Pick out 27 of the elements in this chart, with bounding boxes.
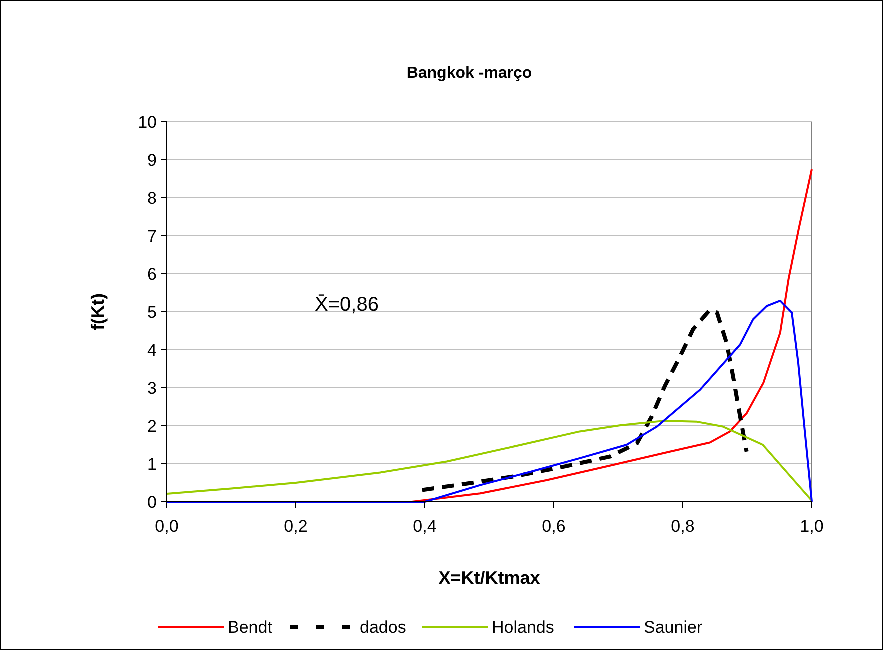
y-tick-label: 4 <box>148 340 157 360</box>
annotation: X̄=0,86 <box>315 294 379 316</box>
x-tick-label: 0,8 <box>671 517 695 536</box>
y-tick-label: 3 <box>148 378 157 398</box>
line-series <box>420 308 749 492</box>
y-tick-label: 6 <box>148 264 157 284</box>
y-tick-label: 5 <box>148 302 157 322</box>
chart-title: Bangkok -março <box>406 65 532 82</box>
y-tick-label: 2 <box>148 416 157 436</box>
y-tick-label: 0 <box>148 492 157 512</box>
legend-label: dados <box>360 618 406 637</box>
y-axis-title: f(Kt) <box>88 294 108 330</box>
x-tick-label: 1,0 <box>800 517 824 536</box>
line-series <box>411 168 813 503</box>
y-tick-label: 1 <box>148 454 157 474</box>
y-tick-label: 8 <box>148 188 157 208</box>
legend-label: Bendt <box>228 618 273 637</box>
y-tick-label: 9 <box>148 150 157 170</box>
legend-label: Saunier <box>644 618 703 637</box>
x-tick-label: 0,2 <box>284 517 308 536</box>
x-tick-label: 0,6 <box>542 517 566 536</box>
x-axis-title: X=Kt/Ktmax <box>438 568 540 588</box>
y-tick-label: 7 <box>148 226 157 246</box>
y-tick-label: 10 <box>138 112 157 132</box>
x-tick-label: 0,0 <box>155 517 179 536</box>
x-tick-label: 0,4 <box>413 517 437 536</box>
legend-label: Holands <box>492 618 554 637</box>
